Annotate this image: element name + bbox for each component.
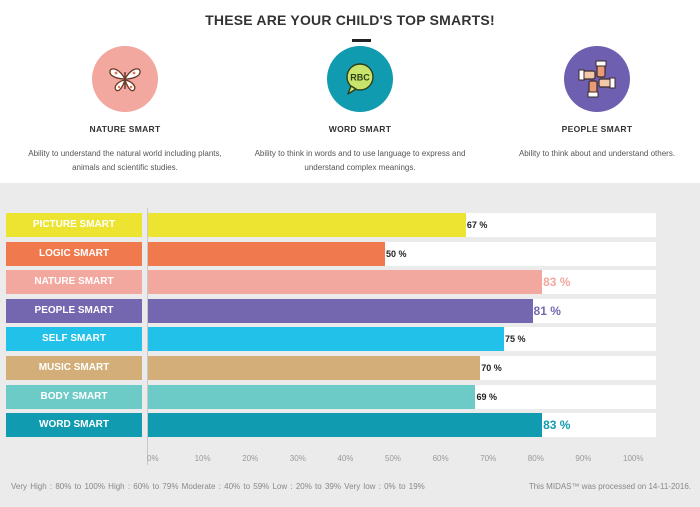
bar-body-smart [147, 385, 476, 409]
category-label-people-smart: PEOPLE SMART [6, 299, 142, 323]
value-label-body-smart: 69 % [476, 392, 497, 402]
value-label-people-smart: 81 % [533, 304, 561, 318]
category-label-nature-smart: NATURE SMART [6, 270, 142, 294]
value-label-nature-smart: 83 % [543, 275, 571, 289]
top-smart-description: Ability to understand the natural world … [28, 149, 222, 172]
bar-music-smart [147, 356, 481, 380]
x-tick-label: 80% [527, 454, 544, 463]
top-smart-card-nature: NATURE SMART Ability to understand the n… [15, 46, 235, 175]
top-smart-card-people: PEOPLE SMART Ability to think about and … [487, 46, 700, 161]
bar-word-smart [147, 413, 543, 437]
value-label-picture-smart: 67 % [466, 220, 488, 230]
x-tick-label: 0% [147, 454, 159, 463]
category-label-logic-smart: LOGIC SMART [6, 242, 142, 266]
bar-nature-smart [147, 270, 543, 294]
category-label-body-smart: BODY SMART [6, 385, 142, 409]
value-label-logic-smart: 50 % [386, 249, 407, 259]
x-tick-label: 40% [337, 454, 354, 463]
top-smart-description: Ability to think in words and to use lan… [254, 149, 466, 172]
chart-axis-line [147, 208, 148, 465]
nature-smart-circle [92, 46, 158, 112]
page-title: THESE ARE YOUR CHILD'S TOP SMARTS! [205, 12, 495, 28]
title-underline [352, 39, 371, 42]
category-label-picture-smart: PICTURE SMART [6, 213, 142, 237]
top-smart-description: Ability to think about and understand ot… [518, 149, 676, 158]
x-tick-label: 70% [480, 454, 497, 463]
x-tick-label: 60% [432, 454, 449, 463]
score-range-legend: Very High : 80% to 100% High : 60% to 79… [11, 482, 425, 491]
word-smart-circle: RBC [327, 46, 393, 112]
category-label-self-smart: SELF SMART [6, 327, 142, 351]
top-smart-card-word: RBC WORD SMART Ability to think in words… [250, 46, 470, 175]
top-smart-name: NATURE SMART [89, 124, 161, 134]
bar-self-smart [147, 327, 504, 351]
category-label-word-smart: WORD SMART [6, 413, 142, 437]
speech-bubble-text: RBC [350, 73, 370, 83]
category-label-music-smart: MUSIC SMART [6, 356, 142, 380]
x-tick-label: 30% [289, 454, 306, 463]
people-smart-circle [564, 46, 630, 112]
x-tick-label: 90% [575, 454, 592, 463]
x-tick-label: 20% [242, 454, 259, 463]
bar-people-smart [147, 299, 533, 323]
top-smart-name: PEOPLE SMART [561, 124, 633, 134]
value-label-music-smart: 70 % [481, 363, 502, 373]
x-tick-label: 50% [385, 454, 402, 463]
top-smart-name: WORD SMART [328, 124, 392, 134]
speech-bubble-icon: RBC [346, 63, 374, 95]
processed-date-note: This MIDAS™ was processed on 14-11-2016. [528, 482, 691, 491]
value-label-word-smart: 83 % [543, 418, 571, 432]
x-tick-label: 10% [194, 454, 211, 463]
handshake-icon [578, 60, 616, 98]
x-tick-label: 100% [623, 454, 644, 463]
bar-logic-smart [147, 242, 385, 266]
bar-picture-smart [147, 213, 466, 237]
value-label-self-smart: 75 % [505, 334, 526, 344]
butterfly-icon [109, 68, 141, 92]
